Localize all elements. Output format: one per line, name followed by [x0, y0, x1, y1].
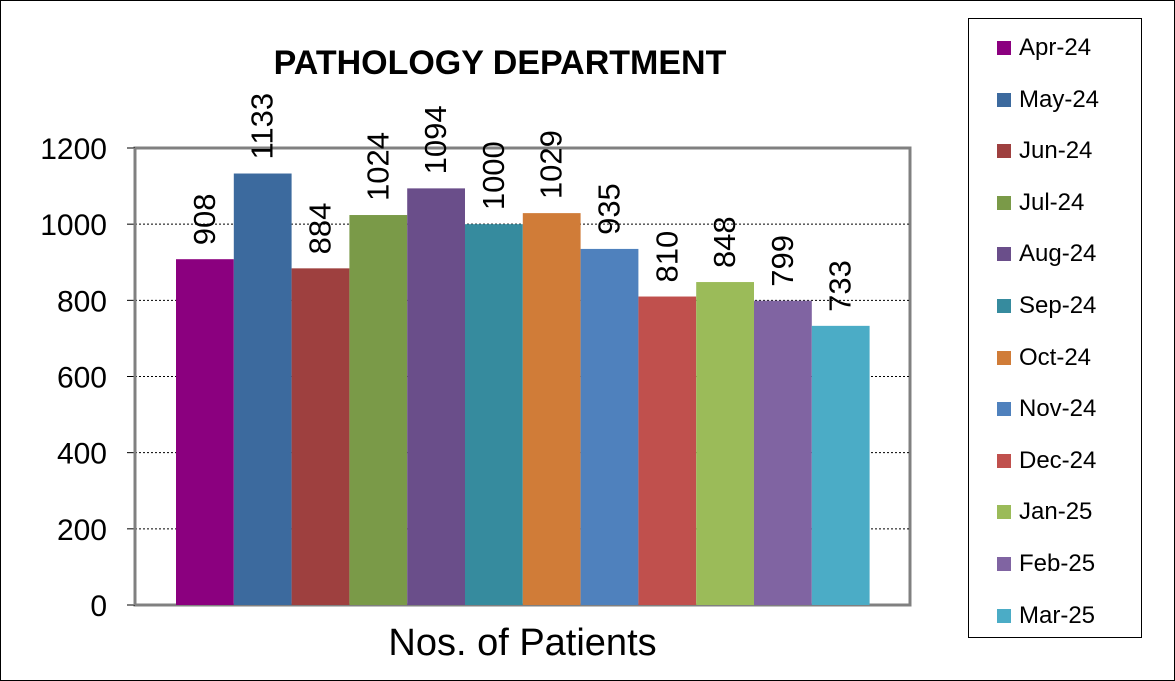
y-tick-label: 1000: [40, 209, 107, 242]
legend-swatch: [997, 505, 1011, 520]
legend-label: Dec-24: [1019, 446, 1097, 474]
legend-label: Jun-24: [1019, 137, 1093, 165]
bar-jun-24: [291, 268, 350, 605]
legend-label: Apr-24: [1019, 34, 1092, 61]
bar-dec-24: [638, 296, 697, 605]
data-label: 1029: [534, 130, 569, 199]
plot-area: 0 200 400 600 800 1000 1200 908 1133 884 1024 1094 1…: [40, 93, 912, 623]
legend-item: Jun-24: [997, 136, 1092, 166]
legend-label: Oct-24: [1019, 343, 1092, 371]
y-tick-label: 200: [57, 514, 107, 547]
legend-label: Aug-24: [1019, 240, 1097, 268]
bar-oct-24: [522, 213, 581, 605]
legend-swatch: [997, 350, 1011, 365]
legend-label: Nov-24: [1019, 395, 1097, 423]
legend-label: Sep-24: [1019, 292, 1097, 319]
y-tick-label: 800: [57, 285, 107, 318]
legend-swatch: [997, 608, 1011, 623]
bar-jan-25: [696, 282, 754, 605]
data-label: 908: [187, 193, 222, 245]
legend-item: Feb-25: [997, 549, 1095, 579]
legend-swatch: [997, 247, 1011, 262]
x-axis-label: Nos. of Patients: [388, 622, 657, 664]
bar-apr-24: [176, 259, 234, 605]
bar-feb-25: [754, 300, 812, 605]
legend-label: Jan-25: [1019, 498, 1093, 526]
chart-title: PATHOLOGY DEPARTMENT: [273, 44, 727, 82]
data-label: 810: [649, 231, 684, 283]
legend-item: Jul-24: [997, 188, 1084, 218]
y-tick-label: 0: [90, 590, 107, 623]
legend-item: May-24: [997, 85, 1099, 115]
legend-item: Sep-24: [997, 291, 1096, 321]
legend-label: Feb-25: [1019, 550, 1096, 577]
legend-item: Nov-24: [997, 394, 1096, 424]
bar-mar-25: [811, 325, 870, 605]
legend-item: Jan-25: [997, 497, 1092, 527]
bar-aug-24: [407, 188, 465, 605]
legend-label: Jul-24: [1019, 188, 1085, 216]
legend-swatch: [997, 144, 1011, 159]
legend-item: Mar-25: [997, 601, 1095, 631]
y-tick-label: 1200: [40, 133, 107, 166]
data-label: 1024: [360, 132, 395, 201]
data-label: 935: [592, 183, 627, 235]
legend-swatch: [997, 557, 1011, 571]
y-tick-label: 600: [57, 362, 107, 395]
legend-item: Oct-24: [997, 343, 1091, 373]
data-label: 884: [303, 203, 338, 255]
data-label: 848: [707, 216, 742, 268]
legend-swatch: [997, 453, 1011, 468]
legend-label: May-24: [1019, 85, 1100, 113]
bar-nov-24: [580, 248, 639, 605]
legend-item: Apr-24: [997, 33, 1091, 63]
data-label: 1133: [245, 93, 280, 160]
bar-sep-24: [465, 224, 523, 605]
y-tick-label: 400: [57, 438, 107, 471]
data-label: 1000: [476, 141, 511, 210]
legend-item: Dec-24: [997, 446, 1096, 476]
data-label: 1094: [418, 105, 453, 174]
legend-swatch: [997, 195, 1011, 210]
data-label: 733: [823, 260, 858, 312]
legend-swatch: [997, 402, 1011, 417]
legend-label: Mar-25: [1019, 601, 1096, 629]
legend-swatch: [997, 92, 1011, 107]
bar-jul-24: [349, 215, 408, 605]
legend-item: Aug-24: [997, 239, 1096, 269]
legend-swatch: [997, 299, 1011, 313]
legend-swatch: [997, 41, 1011, 55]
legend: Apr-24 May-24 Jun-24 Jul-24 Aug-24 Sep-24 Oct-…: [968, 18, 1142, 638]
data-label: 799: [765, 235, 800, 287]
bar-may-24: [233, 173, 292, 605]
